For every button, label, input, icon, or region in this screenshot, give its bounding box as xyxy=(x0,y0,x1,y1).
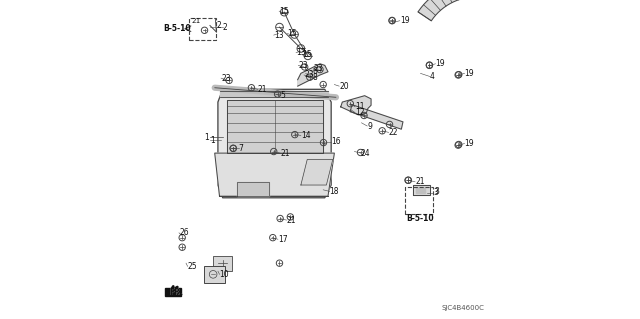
Text: 15: 15 xyxy=(279,7,289,16)
Text: 22: 22 xyxy=(388,128,398,137)
Text: 21: 21 xyxy=(280,149,290,158)
Text: 14: 14 xyxy=(301,131,310,140)
Text: 3: 3 xyxy=(434,187,439,196)
Text: 21: 21 xyxy=(191,18,201,24)
Text: 17: 17 xyxy=(278,235,287,244)
Text: 12: 12 xyxy=(355,108,365,117)
Polygon shape xyxy=(237,182,269,196)
Polygon shape xyxy=(227,100,323,153)
Polygon shape xyxy=(215,153,334,196)
Text: 26: 26 xyxy=(179,228,189,237)
FancyBboxPatch shape xyxy=(204,266,225,283)
Text: 1: 1 xyxy=(210,136,214,145)
Text: 3: 3 xyxy=(433,189,438,197)
Text: 15: 15 xyxy=(287,29,297,38)
Text: 25: 25 xyxy=(188,262,197,271)
Polygon shape xyxy=(298,64,328,86)
Text: 23: 23 xyxy=(314,64,323,73)
Text: 23: 23 xyxy=(298,61,308,70)
Text: 20: 20 xyxy=(339,82,349,91)
Polygon shape xyxy=(340,96,371,115)
Polygon shape xyxy=(416,187,425,193)
Text: 19: 19 xyxy=(400,16,410,25)
Polygon shape xyxy=(165,288,181,296)
Text: 13: 13 xyxy=(296,48,306,57)
Text: 19: 19 xyxy=(435,59,445,68)
Text: 7: 7 xyxy=(239,144,244,153)
Text: 19: 19 xyxy=(465,69,474,78)
Text: 13: 13 xyxy=(274,31,284,40)
Text: 18: 18 xyxy=(330,187,339,196)
Text: 11: 11 xyxy=(355,102,365,111)
Text: 15: 15 xyxy=(303,50,312,59)
Polygon shape xyxy=(301,160,333,185)
Polygon shape xyxy=(220,91,328,97)
Text: 6: 6 xyxy=(312,67,317,76)
Polygon shape xyxy=(350,105,403,129)
Text: 4: 4 xyxy=(430,72,435,81)
Text: 23: 23 xyxy=(221,74,231,83)
Text: FR.: FR. xyxy=(170,288,184,297)
Text: 16: 16 xyxy=(331,137,340,146)
Polygon shape xyxy=(418,0,472,21)
Text: 19: 19 xyxy=(465,139,474,148)
Text: 2: 2 xyxy=(217,21,221,30)
Text: 2: 2 xyxy=(223,23,227,32)
Text: 9: 9 xyxy=(367,122,372,130)
Text: 21: 21 xyxy=(258,85,268,94)
Text: 23: 23 xyxy=(304,70,314,79)
Text: 24: 24 xyxy=(361,149,371,158)
Text: 21: 21 xyxy=(287,216,296,225)
Text: 10: 10 xyxy=(220,270,229,279)
Text: SJC4B4600C: SJC4B4600C xyxy=(441,305,484,311)
Text: FR.: FR. xyxy=(170,288,184,297)
Text: 1: 1 xyxy=(205,133,209,142)
Text: 5: 5 xyxy=(280,91,285,100)
Text: B-5-10: B-5-10 xyxy=(406,214,433,223)
Polygon shape xyxy=(413,185,430,195)
Text: 8: 8 xyxy=(312,73,317,82)
Text: 21: 21 xyxy=(415,177,424,186)
Polygon shape xyxy=(218,89,331,198)
Text: B-5-10: B-5-10 xyxy=(164,24,191,33)
FancyBboxPatch shape xyxy=(213,256,232,271)
